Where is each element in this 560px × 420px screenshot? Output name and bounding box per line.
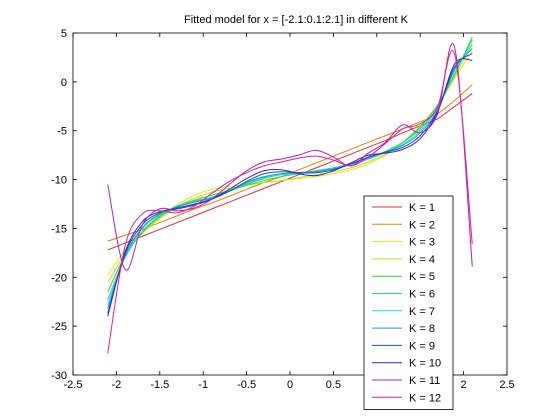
y-tick-label: -30 [51,370,67,382]
legend-entry: K = 5 [409,271,435,283]
legend-entry: K = 2 [409,219,435,231]
series-line-k5 [107,36,473,293]
x-tick-label: -2 [112,379,122,391]
legend-entry: K = 11 [409,375,440,387]
y-tick-label: -5 [57,126,67,138]
x-tick-label: -1.5 [150,379,169,391]
legend-entry: K = 10 [409,358,441,370]
chart-title: Fitted model for x = [-2.1:0.1:2.1] in d… [184,14,409,26]
series-line-k12 [107,50,473,354]
legend-entry: K = 8 [409,323,435,335]
legend-entry: K = 9 [409,340,435,352]
x-tick-label: -0.5 [237,379,256,391]
y-tick-label: -15 [51,223,67,235]
y-tick-label: -25 [51,321,67,333]
legend-entry: K = 3 [409,237,435,249]
y-axis: -30 -25 -20 -15 -10 -5 0 5 [51,28,507,382]
y-tick-label: 5 [61,28,67,40]
legend-entry: K = 1 [409,202,435,214]
x-tick-label: 0 [287,379,293,391]
legend-box [363,195,454,411]
legend-entry: K = 6 [409,289,435,301]
legend-entry: K = 12 [409,392,441,404]
legend-entry: K = 4 [409,254,435,266]
legend-entry: K = 7 [409,306,435,318]
series-line-k10 [107,58,473,317]
y-tick-label: 0 [61,77,67,89]
legend: K = 1 K = 2 K = 3 K = 4 K = 5 K = 6 K = 7 K = 8… [363,195,454,411]
x-tick-label: 2.5 [499,379,514,391]
x-tick-label: 0.5 [326,379,341,391]
y-tick-label: -10 [51,175,67,187]
series-layer [107,36,473,354]
series-line-k11 [107,43,473,271]
x-tick-label: 2 [461,379,467,391]
x-tick-label: -1 [198,379,208,391]
x-tick-label: -2.5 [64,379,83,391]
y-tick-label: -20 [51,272,67,284]
